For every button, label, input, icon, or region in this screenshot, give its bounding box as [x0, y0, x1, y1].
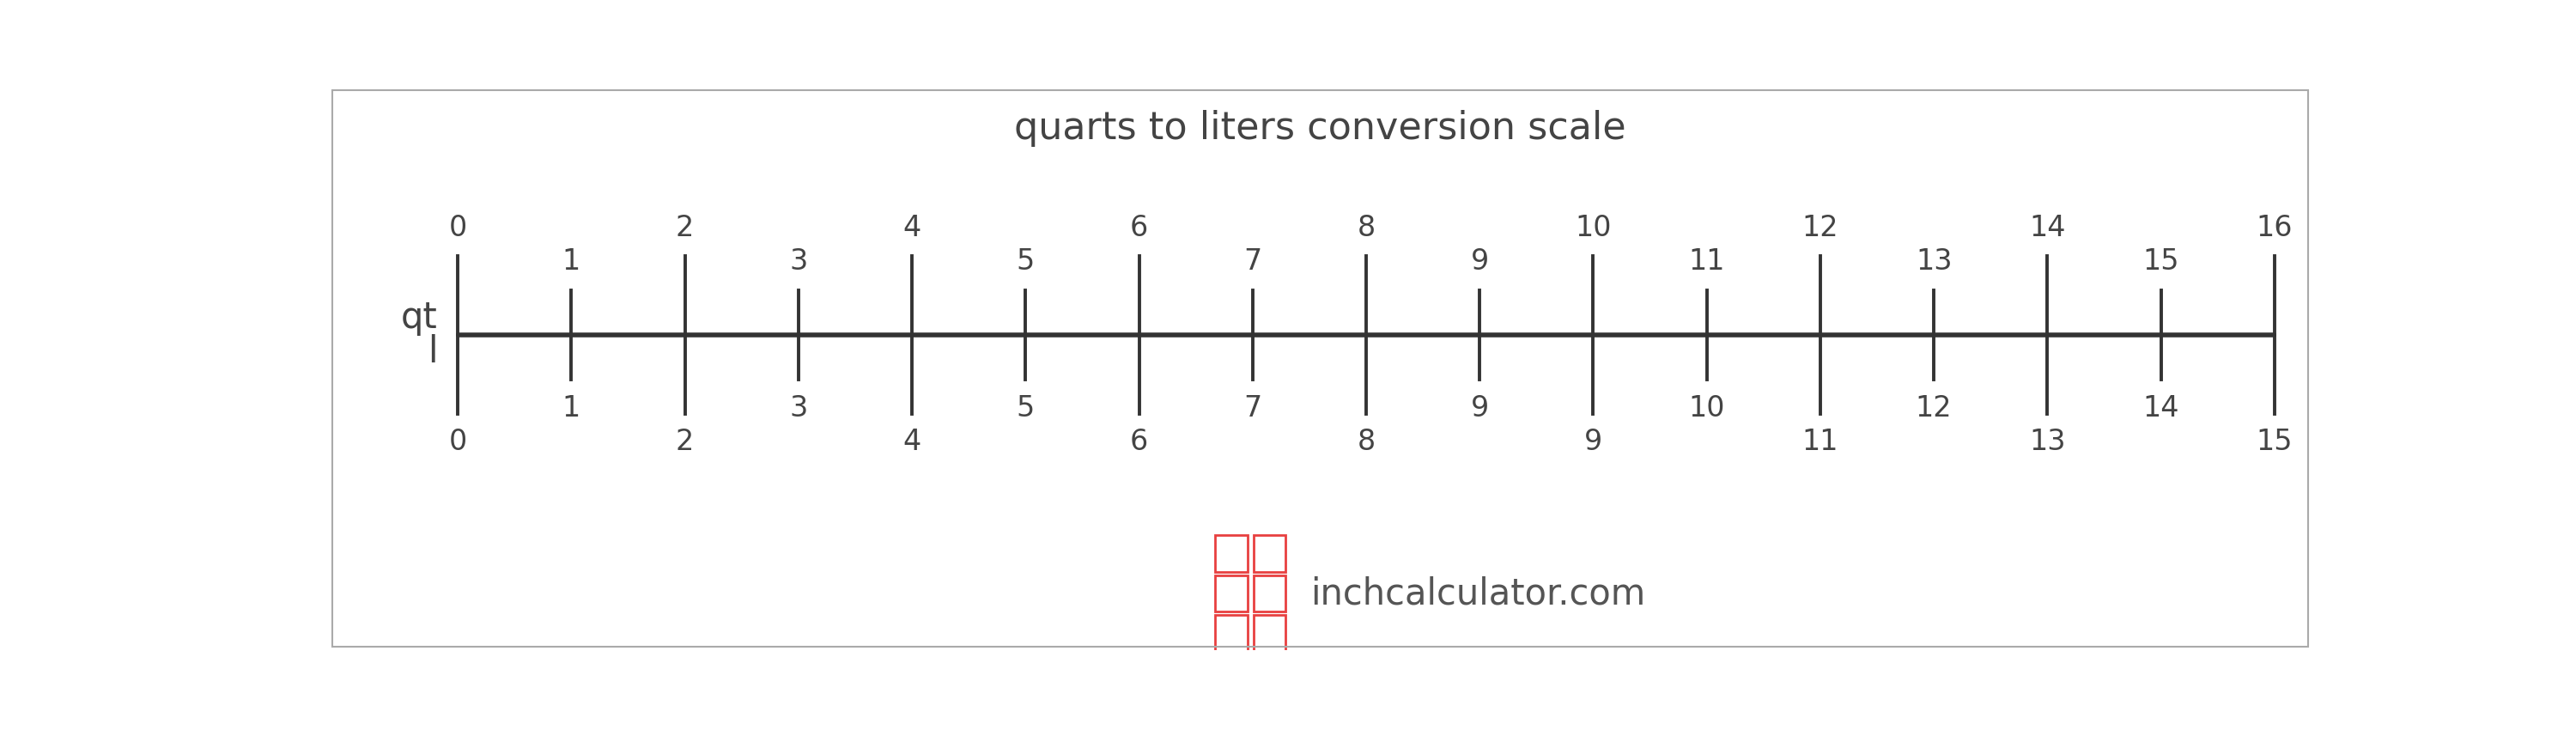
Text: 8: 8 — [1358, 428, 1376, 456]
Text: qt: qt — [402, 300, 438, 336]
Text: 1: 1 — [562, 394, 580, 422]
Text: 13: 13 — [1917, 247, 1953, 276]
Text: 2: 2 — [675, 214, 693, 242]
Text: 1: 1 — [562, 247, 580, 276]
Text: 11: 11 — [1803, 428, 1839, 456]
Text: 4: 4 — [902, 428, 922, 456]
Text: 7: 7 — [1244, 394, 1262, 422]
Text: 10: 10 — [1687, 394, 1726, 422]
Text: 12: 12 — [1803, 214, 1839, 242]
Text: 12: 12 — [1917, 394, 1953, 422]
Text: 15: 15 — [2143, 247, 2179, 276]
Text: 8: 8 — [1358, 214, 1376, 242]
Text: 3: 3 — [788, 394, 806, 422]
Text: 6: 6 — [1131, 214, 1149, 242]
Text: 14: 14 — [2030, 214, 2066, 242]
Text: 5: 5 — [1018, 394, 1036, 422]
Text: 4: 4 — [902, 214, 922, 242]
Text: 11: 11 — [1687, 247, 1726, 276]
Text: 5: 5 — [1018, 247, 1036, 276]
Text: 10: 10 — [1574, 214, 1613, 242]
Text: 9: 9 — [1471, 247, 1489, 276]
Text: 6: 6 — [1131, 428, 1149, 456]
Text: 9: 9 — [1471, 394, 1489, 422]
Text: 0: 0 — [448, 428, 466, 456]
Text: 14: 14 — [2143, 394, 2179, 422]
Text: 16: 16 — [2257, 214, 2293, 242]
Text: 9: 9 — [1584, 428, 1602, 456]
Text: l: l — [428, 334, 438, 370]
Text: 15: 15 — [2257, 428, 2293, 456]
Text: 0: 0 — [448, 214, 466, 242]
Text: inchcalculator.com: inchcalculator.com — [1311, 575, 1646, 612]
Text: 13: 13 — [2030, 428, 2066, 456]
Text: 2: 2 — [675, 428, 693, 456]
Text: 3: 3 — [788, 247, 806, 276]
Text: quarts to liters conversion scale: quarts to liters conversion scale — [1015, 110, 1625, 147]
Text: 7: 7 — [1244, 247, 1262, 276]
